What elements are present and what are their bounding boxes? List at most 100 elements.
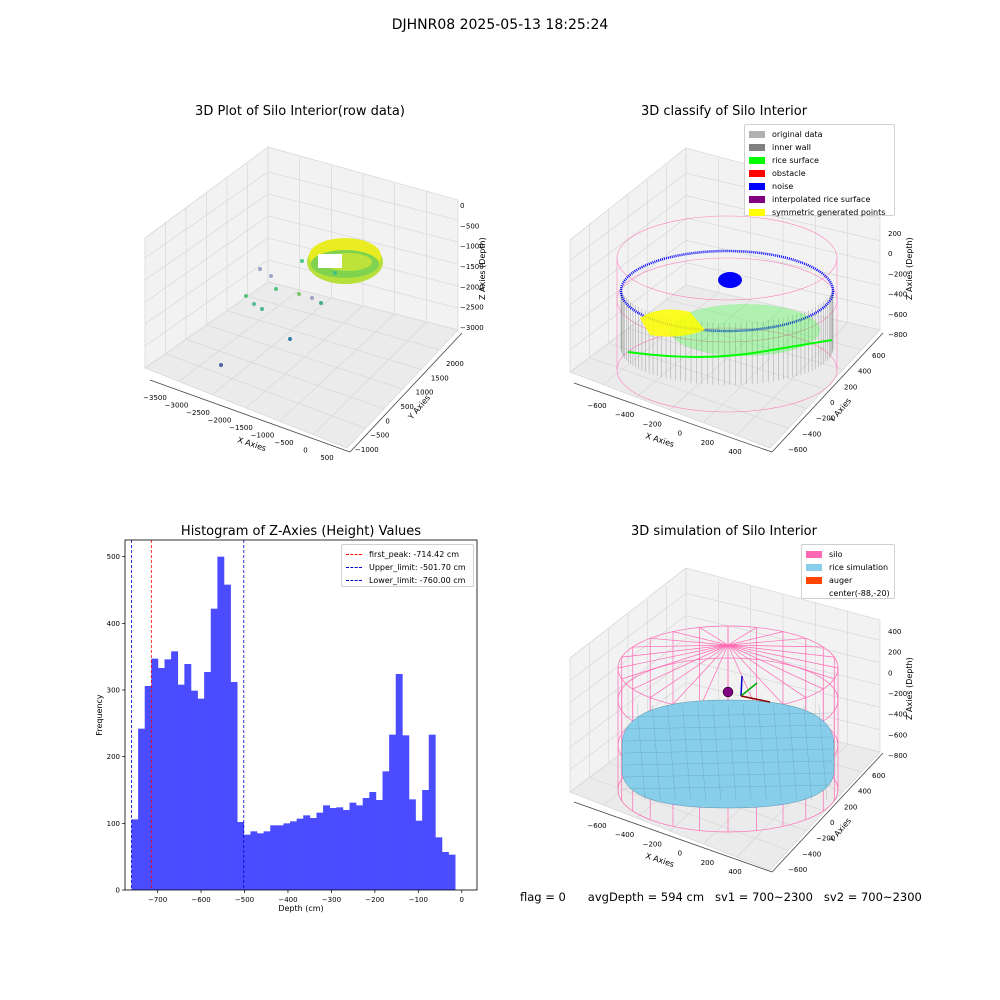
- classify-axis-lines: [573, 332, 884, 453]
- raw-x-tick-3: −2000: [208, 417, 232, 425]
- histogram-y-tick-5: 500: [107, 553, 120, 561]
- sim-x-tick-1: −400: [615, 831, 634, 839]
- sim-z-tick-4: −400: [888, 711, 907, 719]
- sim-z-tick-1: 200: [888, 649, 901, 657]
- classify-legend-swatch: [749, 170, 765, 177]
- raw-point-2: [269, 274, 273, 278]
- avg-depth-text: avgDepth = 594 cm: [587, 890, 705, 904]
- histogram-bar-41: [402, 735, 410, 890]
- simulation-rice-mesh: [623, 704, 833, 801]
- histogram-x-tick-3: −400: [278, 896, 297, 904]
- cls-z-tick-0: 200: [888, 230, 901, 238]
- simulation-legend-item: auger: [806, 574, 890, 587]
- simulation-x-ticks: −600 −400 −200 0 200 400: [587, 822, 741, 876]
- raw-y-tick-5: 1500: [431, 374, 449, 382]
- simulation-z-label: Z Axies (Depth): [905, 657, 914, 720]
- raw-z-tick-2: −1000: [460, 243, 484, 251]
- histogram-bar-7: [177, 684, 185, 890]
- figure-title: DJHNR08 2025-05-13 18:25:24: [391, 17, 609, 33]
- histogram-bar-10: [197, 698, 205, 890]
- flag-text: flag = 0: [520, 890, 566, 904]
- histogram-bar-30: [329, 808, 337, 890]
- histogram-bar-11: [204, 672, 212, 890]
- sim-y-tick-0: −600: [788, 866, 807, 874]
- histogram-x-tick-1: −600: [191, 896, 210, 904]
- histogram-y-tick-2: 200: [107, 753, 120, 761]
- raw-x-tick-4: −1500: [229, 424, 253, 432]
- sim-x-tick-0: −600: [587, 822, 606, 830]
- classify-legend-label: interpolated rice surface: [772, 195, 871, 204]
- cls-x-tick-0: −600: [587, 402, 606, 410]
- histogram-bar-21: [270, 825, 278, 890]
- histogram-legend-label: first_peak: -714.42 cm: [369, 550, 460, 559]
- raw-z-tick-6: −3000: [460, 324, 484, 332]
- raw-point-9: [319, 301, 323, 305]
- sim-z-tick-0: 400: [888, 628, 901, 636]
- simulation-center-marker: [722, 686, 734, 698]
- histogram-legend-label: Lower_limit: -760.00 cm: [369, 576, 466, 585]
- histogram-legend-swatch: [346, 580, 362, 581]
- cls-y-tick-0: −600: [788, 446, 807, 454]
- simulation-legend-swatch: [806, 551, 822, 558]
- classify-legend-item: noise: [749, 180, 890, 193]
- raw-point-0: [300, 259, 304, 263]
- simulation-rice-body: [621, 699, 835, 809]
- raw-point-8: [310, 296, 314, 300]
- classify-legend-swatch: [749, 183, 765, 190]
- raw-point-5: [252, 302, 256, 306]
- histogram-bar-4: [157, 668, 165, 890]
- cls-y-tick-2: −200: [816, 415, 835, 423]
- histogram-bar-1: [138, 728, 146, 890]
- histogram-x-tick-6: −100: [409, 896, 428, 904]
- histogram-x-ticks: −700 −600 −500 −400 −300 −200 −100 0: [148, 890, 464, 904]
- raw-z-tick-3: −1500: [460, 263, 484, 271]
- simulation-x-arrow: [740, 695, 771, 703]
- raw-x-tick-1: −3000: [165, 402, 189, 410]
- cls-y-tick-4: 200: [844, 383, 857, 391]
- classify-z-ticks: 200 0 −200 −400 −600 −800: [888, 230, 907, 339]
- simulation-legend-label: center(-88,-20): [829, 589, 890, 598]
- raw-point-10: [288, 337, 292, 341]
- histogram-bar-16: [237, 822, 245, 890]
- sv1-text: sv1 = 700~2300: [715, 890, 813, 904]
- simulation-y-arrow: [740, 682, 758, 697]
- simulation-auger: [722, 675, 771, 703]
- classify-inner-wall: [620, 287, 834, 385]
- histogram-x-tick-5: −200: [365, 896, 384, 904]
- sim-y-tick-4: 200: [844, 803, 857, 811]
- classify-noise-rim: [619, 249, 835, 333]
- histogram-bar-48: [448, 854, 456, 890]
- simulation-plot-title: 3D simulation of Silo Interior: [631, 524, 817, 539]
- histogram-x-tick-2: −500: [235, 896, 254, 904]
- cls-z-tick-5: −800: [888, 331, 907, 339]
- simulation-legend-label: auger: [829, 576, 853, 585]
- histogram-bar-27: [309, 818, 317, 890]
- raw-axis-lines: [149, 332, 463, 453]
- sim-y-tick-2: −200: [816, 835, 835, 843]
- classify-symmetric-patch: [640, 309, 705, 337]
- sim-y-tick-6: 600: [872, 772, 885, 780]
- classify-rice-area: [670, 304, 820, 356]
- histogram-y-tick-3: 300: [107, 687, 120, 695]
- histogram-bar-34: [356, 805, 364, 890]
- histogram-bar-2: [144, 686, 152, 890]
- cls-z-tick-2: −200: [888, 270, 907, 278]
- simulation-legend-swatch: [806, 590, 822, 597]
- classify-legend-item: inner wall: [749, 141, 890, 154]
- histogram-bar-8: [184, 664, 192, 890]
- classify-legend-label: symmetric generated points: [772, 208, 886, 217]
- classify-legend-item: interpolated rice surface: [749, 193, 890, 206]
- classify-legend-item: original data: [749, 128, 890, 141]
- raw-point-7: [297, 292, 301, 296]
- cls-x-tick-3: 0: [678, 430, 682, 438]
- raw-z-ticks: 0 −500 −1000 −1500 −2000 −2500 −3000: [460, 202, 484, 332]
- sim-y-tick-1: −400: [802, 850, 821, 858]
- cls-x-tick-5: 400: [728, 448, 741, 456]
- histogram-reference-lines: [131, 540, 245, 890]
- histogram-x-tick-4: −300: [322, 896, 341, 904]
- histogram-y-label: Frequency: [95, 694, 104, 736]
- histogram-bar-43: [415, 820, 423, 890]
- sim-x-tick-3: 0: [678, 850, 682, 858]
